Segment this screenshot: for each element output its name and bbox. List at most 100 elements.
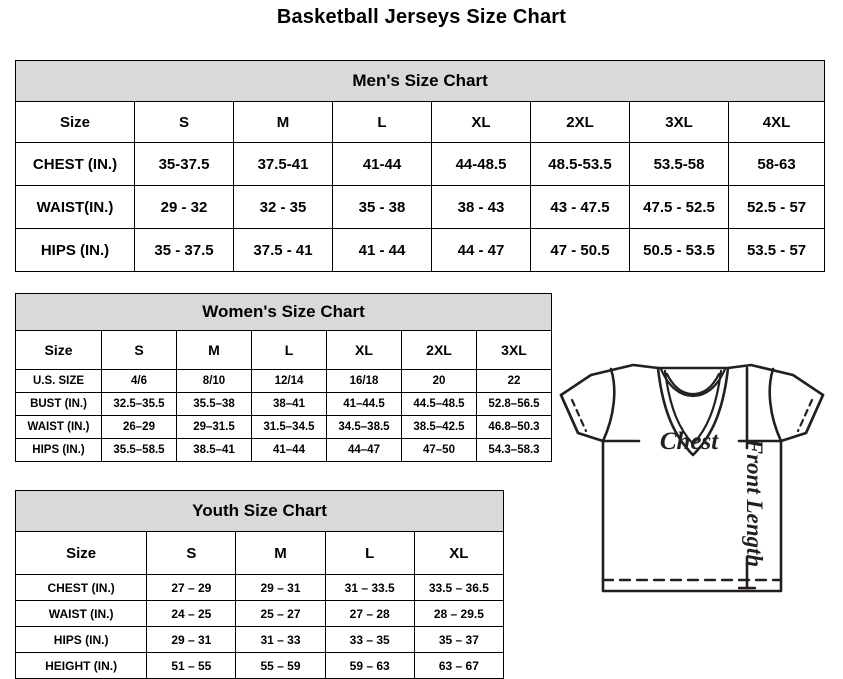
womens-hips-2xl: 47–50 xyxy=(401,438,477,462)
womens-col-header-s: S xyxy=(101,330,177,370)
mens-size-chart-table: Men's Size Chart Size S M L XL 2XL 3XL 4… xyxy=(14,60,826,272)
womens-waist-s: 26–29 xyxy=(101,415,177,439)
table-row: WAIST (IN.) 24 – 25 25 – 27 27 – 28 28 –… xyxy=(14,600,505,627)
womens-waist-m: 29–31.5 xyxy=(176,415,252,439)
table-row: WAIST(IN.) 29 - 32 32 - 35 35 - 38 38 - … xyxy=(15,185,826,229)
youth-row-label-height: HEIGHT (IN.) xyxy=(14,652,148,679)
youth-row-label-hips: HIPS (IN.) xyxy=(14,626,148,653)
mens-chest-l: 41-44 xyxy=(332,142,432,186)
womens-us-size-3xl: 22 xyxy=(475,369,553,393)
mens-row-label-chest: CHEST (IN.) xyxy=(15,142,135,186)
mens-row-label-hips: HIPS (IN.) xyxy=(15,228,135,272)
youth-caption-row: Youth Size Chart xyxy=(15,490,504,532)
youth-height-xl: 63 – 67 xyxy=(413,652,505,679)
youth-height-m: 55 – 59 xyxy=(235,652,326,679)
womens-header-row: Size S M L XL 2XL 3XL xyxy=(15,330,553,370)
mens-row-label-waist: WAIST(IN.) xyxy=(15,185,135,229)
mens-hips-3xl: 50.5 - 53.5 xyxy=(629,228,729,272)
youth-header-row: Size S M L XL xyxy=(14,531,505,575)
youth-chest-s: 27 – 29 xyxy=(146,574,237,601)
mens-hips-l: 41 - 44 xyxy=(332,228,432,272)
mens-col-header-2xl: 2XL xyxy=(530,101,630,143)
youth-row-label-waist: WAIST (IN.) xyxy=(14,600,148,627)
table-row: HEIGHT (IN.) 51 – 55 55 – 59 59 – 63 63 … xyxy=(14,652,505,679)
womens-us-size-xl: 16/18 xyxy=(326,369,402,393)
womens-row-label-bust: BUST (IN.) xyxy=(15,392,102,416)
womens-bust-s: 32.5–35.5 xyxy=(101,392,177,416)
youth-hips-l: 33 – 35 xyxy=(324,626,415,653)
womens-hips-xl: 44–47 xyxy=(326,438,402,462)
youth-col-header-m: M xyxy=(235,531,326,575)
mens-waist-s: 29 - 32 xyxy=(134,185,234,229)
mens-header-row: Size S M L XL 2XL 3XL 4XL xyxy=(15,101,826,143)
youth-chart-caption: Youth Size Chart xyxy=(15,490,504,532)
womens-waist-xl: 34.5–38.5 xyxy=(326,415,402,439)
womens-col-header-xl: XL xyxy=(326,330,402,370)
womens-us-size-2xl: 20 xyxy=(401,369,477,393)
womens-col-header-2xl: 2XL xyxy=(401,330,477,370)
mens-chest-s: 35-37.5 xyxy=(134,142,234,186)
womens-waist-2xl: 38.5–42.5 xyxy=(401,415,477,439)
womens-us-size-m: 8/10 xyxy=(176,369,252,393)
table-row: HIPS (IN.) 35.5–58.5 38.5–41 41–44 44–47… xyxy=(15,438,553,462)
page-title: Basketball Jerseys Size Chart xyxy=(276,6,567,28)
table-row: BUST (IN.) 32.5–35.5 35.5–38 38–41 41–44… xyxy=(15,392,553,416)
mens-waist-4xl: 52.5 - 57 xyxy=(727,185,826,229)
youth-chest-xl: 33.5 – 36.5 xyxy=(413,574,505,601)
mens-col-header-m: M xyxy=(233,101,333,143)
mens-chest-3xl: 53.5-58 xyxy=(629,142,729,186)
youth-chest-m: 29 – 31 xyxy=(235,574,326,601)
youth-waist-m: 25 – 27 xyxy=(235,600,326,627)
mens-chest-4xl: 58-63 xyxy=(727,142,826,186)
womens-chart-caption: Women's Size Chart xyxy=(14,293,553,331)
womens-row-label-hips: HIPS (IN.) xyxy=(15,438,102,462)
youth-hips-m: 31 – 33 xyxy=(235,626,326,653)
womens-bust-2xl: 44.5–48.5 xyxy=(401,392,477,416)
table-row: U.S. SIZE 4/6 8/10 12/14 16/18 20 22 xyxy=(15,369,553,393)
womens-hips-m: 38.5–41 xyxy=(176,438,252,462)
youth-height-l: 59 – 63 xyxy=(324,652,415,679)
mens-chest-xl: 44-48.5 xyxy=(431,142,531,186)
womens-col-header-m: M xyxy=(176,330,252,370)
womens-col-header-3xl: 3XL xyxy=(475,330,553,370)
mens-col-header-s: S xyxy=(134,101,234,143)
youth-hips-s: 29 – 31 xyxy=(146,626,237,653)
mens-waist-3xl: 47.5 - 52.5 xyxy=(629,185,729,229)
mens-waist-l: 35 - 38 xyxy=(332,185,432,229)
mens-col-header-size: Size xyxy=(15,101,135,143)
youth-hips-xl: 35 – 37 xyxy=(413,626,505,653)
mens-hips-xl: 44 - 47 xyxy=(431,228,531,272)
youth-size-chart-table: Youth Size Chart Size S M L XL CHEST (IN… xyxy=(14,490,505,679)
youth-waist-xl: 28 – 29.5 xyxy=(413,600,505,627)
jersey-torso-outline xyxy=(601,439,783,593)
table-row: HIPS (IN.) 29 – 31 31 – 33 33 – 35 35 – … xyxy=(14,626,505,653)
youth-waist-l: 27 – 28 xyxy=(324,600,415,627)
mens-waist-m: 32 - 35 xyxy=(233,185,333,229)
womens-col-header-size: Size xyxy=(15,330,102,370)
youth-col-header-size: Size xyxy=(14,531,148,575)
mens-col-header-4xl: 4XL xyxy=(727,101,826,143)
jersey-measurement-diagram: Chest Front Length xyxy=(553,352,843,642)
youth-col-header-l: L xyxy=(324,531,415,575)
mens-hips-m: 37.5 - 41 xyxy=(233,228,333,272)
womens-waist-l: 31.5–34.5 xyxy=(251,415,327,439)
womens-size-chart-table: Women's Size Chart Size S M L XL 2XL 3XL… xyxy=(14,293,553,462)
womens-bust-m: 35.5–38 xyxy=(176,392,252,416)
mens-col-header-xl: XL xyxy=(431,101,531,143)
mens-chest-2xl: 48.5-53.5 xyxy=(530,142,630,186)
womens-row-label-us-size: U.S. SIZE xyxy=(15,369,102,393)
womens-bust-3xl: 52.8–56.5 xyxy=(475,392,553,416)
youth-row-label-chest: CHEST (IN.) xyxy=(14,574,148,601)
womens-us-size-l: 12/14 xyxy=(251,369,327,393)
womens-caption-row: Women's Size Chart xyxy=(14,293,553,331)
youth-waist-s: 24 – 25 xyxy=(146,600,237,627)
mens-waist-xl: 38 - 43 xyxy=(431,185,531,229)
womens-hips-l: 41–44 xyxy=(251,438,327,462)
womens-row-label-waist: WAIST (IN.) xyxy=(15,415,102,439)
youth-col-header-s: S xyxy=(146,531,237,575)
youth-height-s: 51 – 55 xyxy=(146,652,237,679)
womens-hips-s: 35.5–58.5 xyxy=(101,438,177,462)
table-row: CHEST (IN.) 27 – 29 29 – 31 31 – 33.5 33… xyxy=(14,574,505,601)
mens-chart-caption: Men's Size Chart xyxy=(14,60,826,102)
table-row: WAIST (IN.) 26–29 29–31.5 31.5–34.5 34.5… xyxy=(15,415,553,439)
